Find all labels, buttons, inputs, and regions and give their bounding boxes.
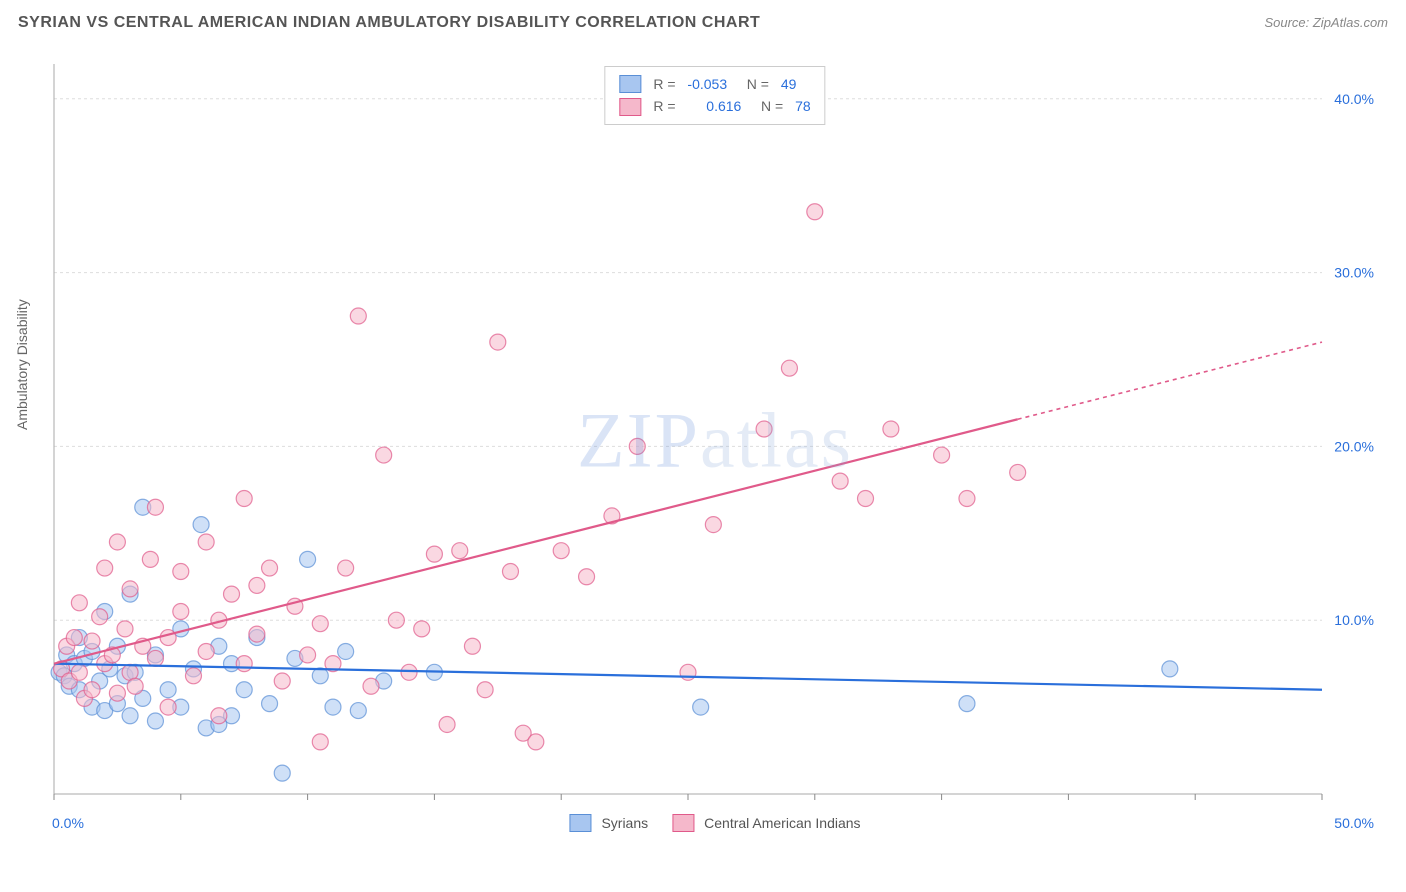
- legend-label: Syrians: [601, 815, 648, 831]
- legend-stats: R = -0.053 N = 49 R = 0.616 N = 78: [604, 66, 825, 125]
- n-label: N =: [735, 73, 773, 95]
- legend-series: Syrians Central American Indians: [569, 814, 860, 832]
- legend-swatch-pink: [672, 814, 694, 832]
- legend-swatch-pink: [619, 98, 641, 116]
- r-label: R =: [653, 73, 679, 95]
- chart-title: SYRIAN VS CENTRAL AMERICAN INDIAN AMBULA…: [18, 14, 760, 32]
- scatter-chart: 10.0% 20.0% 30.0% 40.0% 0.0% 50.0%: [50, 60, 1380, 830]
- svg-text:30.0%: 30.0%: [1334, 265, 1374, 281]
- legend-swatch-blue: [569, 814, 591, 832]
- legend-stats-row: R = 0.616 N = 78: [619, 95, 810, 117]
- legend-label: Central American Indians: [704, 815, 860, 831]
- header-bar: SYRIAN VS CENTRAL AMERICAN INDIAN AMBULA…: [18, 14, 1388, 32]
- legend-item: Central American Indians: [672, 814, 860, 832]
- legend-item: Syrians: [569, 814, 648, 832]
- svg-text:0.0%: 0.0%: [52, 815, 84, 830]
- legend-swatch-blue: [619, 75, 641, 93]
- r-value-2: [687, 95, 698, 117]
- source-label: Source: ZipAtlas.com: [1264, 15, 1388, 30]
- r-label: R =: [653, 95, 679, 117]
- svg-text:10.0%: 10.0%: [1334, 612, 1374, 628]
- y-axis-label: Ambulatory Disability: [14, 299, 30, 430]
- n-value-2: 78: [795, 95, 811, 117]
- n-value-1: 49: [781, 73, 797, 95]
- r-value-1: -0.053: [687, 73, 727, 95]
- n-label: N =: [749, 95, 787, 117]
- legend-stats-row: R = -0.053 N = 49: [619, 73, 810, 95]
- plot-area: ZIPatlas R = -0.053 N = 49 R = 0.616 N =…: [50, 60, 1380, 830]
- svg-text:40.0%: 40.0%: [1334, 91, 1374, 107]
- svg-text:20.0%: 20.0%: [1334, 438, 1374, 454]
- svg-text:50.0%: 50.0%: [1334, 815, 1374, 830]
